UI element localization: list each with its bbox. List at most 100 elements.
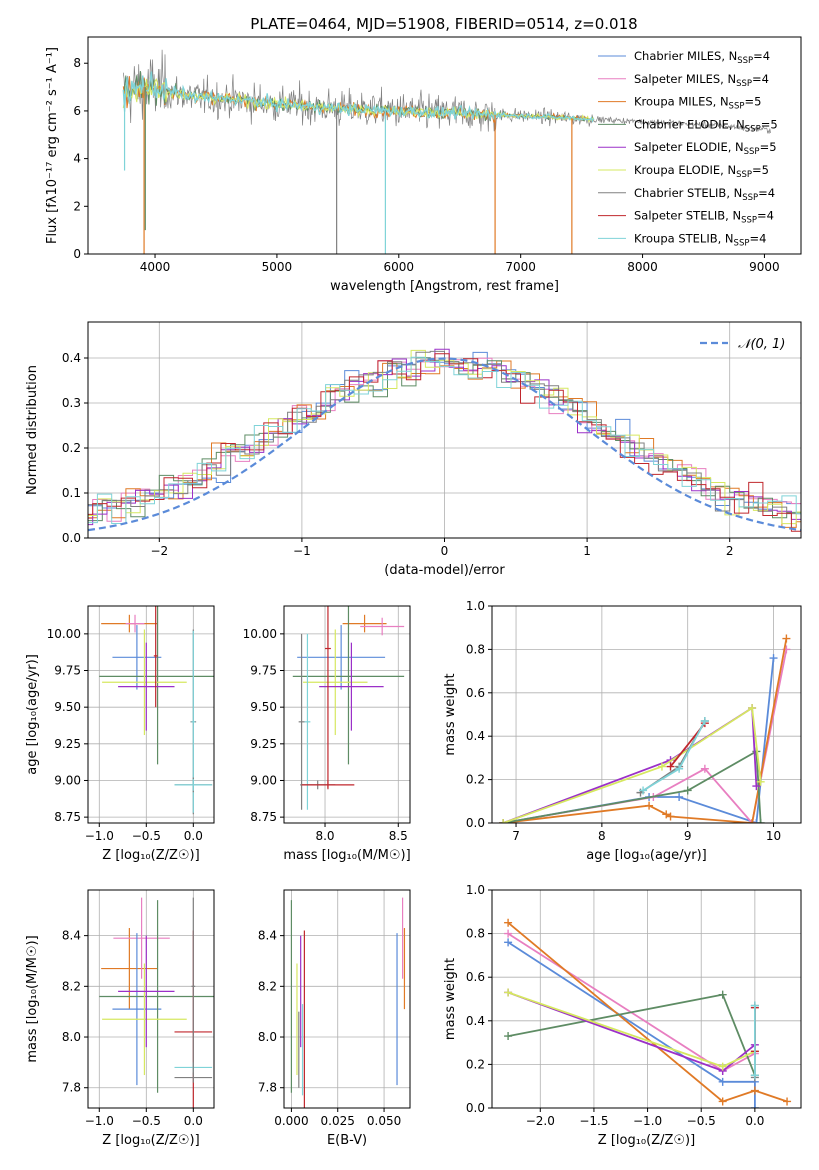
x-axis-label: (data-model)/error [384,563,505,578]
y-tick-label: 9.50 [54,700,81,714]
x-tick-label: 7000 [505,260,536,274]
x-tick-label: 0.0 [184,829,203,843]
figure-title: PLATE=0464, MJD=51908, FIBERID=0514, z=0… [250,15,637,33]
axes-frame [491,605,802,824]
legend-label: Chabrier MILES, NSSP=4 [634,49,770,66]
weight-point-marker [504,988,513,997]
weight-series-line [507,991,756,1072]
y-tick-label: 10.00 [243,627,277,641]
histogram-salp-elodie [88,348,801,526]
legend-label-sub: SSP [736,170,752,180]
legend-label-text: Kroupa ELODIE, N [634,163,736,177]
x-axis-label: Z [log₁₀(Z/Z☉)] [102,848,199,863]
legend-label-tail: =4 [749,231,766,245]
legend-label: Chabrier STELIB, NSSP=4 [634,186,775,203]
legend-label-sub: SSP [737,56,753,66]
y-tick-label: 9.50 [250,700,277,714]
x-axis-label: wavelength [Angstrom, rest frame] [330,279,559,294]
weight-point-marker [783,1097,792,1106]
weight-point-marker [752,782,761,791]
histogram-salp-stelib [88,353,801,532]
x-axis-label: Z [log₁₀(Z/Z☉)] [102,1133,199,1148]
y-axis-label: mass [log₁₀(M/M☉)] [25,935,40,1062]
weight-point-marker [504,1032,513,1041]
x-tick-label: 10 [766,829,781,843]
y-tick-label: 0.2 [466,773,485,787]
weight-point-marker [718,1077,727,1086]
y-tick-label: 8.75 [250,810,277,824]
y-tick-label: 8.2 [258,979,277,993]
legend-label-text: Chabrier ELODIE, N [634,117,745,131]
legend-label: Chabrier ELODIE, NSSP=5 [634,117,778,134]
weight-series-line [642,720,706,792]
x-tick-label: −1.5 [579,1114,608,1128]
y-tick-label: 0.4 [466,729,485,743]
legend-label: Kroupa ELODIE, NSSP=5 [634,163,769,180]
legend-label-sub: SSP [742,193,758,203]
weight-point-marker [750,1086,759,1095]
spectrum-lines [122,49,771,254]
legend-label-tail: =5 [744,95,761,109]
histogram-krou-miles [88,360,801,528]
weight-point-marker [750,1104,759,1108]
series-line-model-krou-stelib [122,71,595,123]
weight-point-marker [718,990,727,999]
y-tick-label: 8.2 [62,979,81,993]
x-tick-label: 2 [726,544,734,558]
mass-vs-extinction-panel: 0.000 0.025 0.050 7.8 8.0 8.2 8.4 E(B-V) [258,889,411,1148]
spectrum-panel: 4000 5000 6000 7000 8000 9000 0 2 4 6 8 wavelength … [45,36,802,294]
weight-point-marker [750,1001,759,1010]
y-tick-label: 8.0 [62,1030,81,1044]
y-tick-label: 0.2 [466,1057,485,1071]
y-tick-label: 0 [73,247,81,261]
histogram-krou-stelib [88,356,801,524]
legend-label-tail: =5 [761,117,778,131]
weight-point-marker [675,764,684,773]
y-tick-label: 0.6 [466,970,485,984]
y-tick-label: 0.6 [466,686,485,700]
x-tick-label: −1.0 [85,829,114,843]
weight-series-line [639,720,706,794]
y-tick-label: 1.0 [466,599,485,613]
legend-label-text: Kroupa STELIB, N [634,231,734,245]
weight-point-marker [504,938,513,947]
y-tick-label: 9.75 [54,664,81,678]
legend-label-sub: SSP [734,238,750,248]
y-tick-label: 0.3 [62,396,81,410]
y-axis-label: mass weight [443,958,458,1040]
x-tick-label: 0.000 [274,1114,308,1128]
histogram-steps [88,348,801,532]
legend-label-sub: SSP [741,216,757,226]
y-tick-label: 9.75 [250,664,277,678]
y-tick-label: 8.4 [62,929,81,943]
weight-point-marker [700,717,709,726]
y-tick-label: 9.25 [250,737,277,751]
x-tick-label: 0.0 [184,1114,203,1128]
axes-frame [283,605,411,824]
legend-label: Salpeter STELIB, NSSP=4 [634,209,774,226]
legend-label-sub: SSP [736,79,752,89]
weight-point-marker [666,762,675,771]
axes-frame [87,605,215,824]
legend-label-text: Salpeter MILES, N [634,72,736,86]
y-tick-label: 10.00 [47,627,81,641]
x-tick-label: 0 [441,544,449,558]
x-tick-label: 9 [684,829,692,843]
y-tick-label: 0.4 [466,1014,485,1028]
y-tick-label: 8 [73,56,81,70]
weight-vs-age-panel: 7 8 9 10 0.0 0.2 0.4 0.6 0.8 1.0 age [log₁₀(age/yr… [443,599,802,863]
legend-label-sub: SSP [744,147,760,157]
errorbars [99,897,214,1108]
y-tick-label: 0.8 [466,927,485,941]
weight-point-marker [748,819,757,823]
x-axis-label: age [log₁₀(age/yr)] [586,848,707,863]
weight-series-line [503,749,762,823]
legend-label-tail: =4 [752,72,769,86]
y-tick-label: 7.8 [62,1081,81,1095]
y-tick-label: 8.75 [54,810,81,824]
y-tick-label: 0.8 [466,642,485,656]
legend-label: Kroupa STELIB, NSSP=4 [634,231,766,248]
legend-label-sub: SSP [745,124,761,134]
y-axis-label: Flux [fλ10⁻¹⁷ erg cm⁻² s⁻¹ A⁻¹] [45,47,60,244]
weight-series-line [502,706,762,823]
